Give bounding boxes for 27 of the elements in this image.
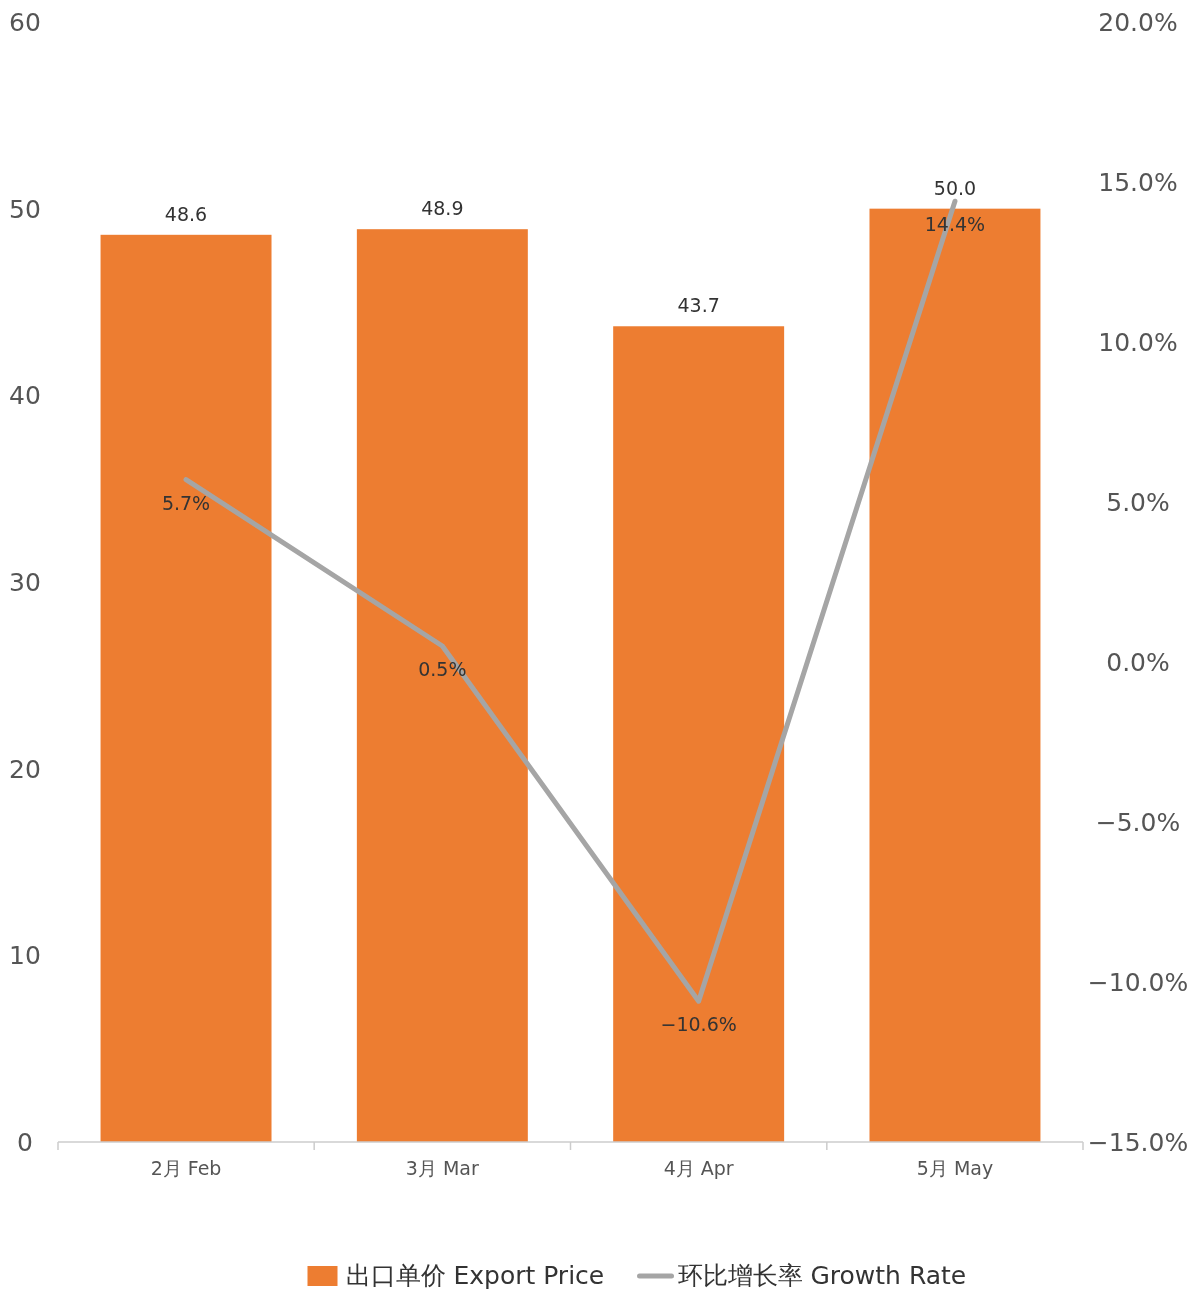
legend-label: 出口单价 Export Price	[345, 1261, 605, 1290]
y2-tick-label: −15.0%	[1087, 1128, 1189, 1157]
data-label: 50.0	[933, 176, 977, 199]
data-label: 48.6	[164, 202, 208, 225]
y2-tick-label: 5.0%	[1106, 488, 1170, 517]
x-tick-label: 4月 Apr	[663, 1157, 734, 1179]
data-label: 48.9	[421, 197, 464, 220]
y2-tick-label: −5.0%	[1095, 808, 1181, 837]
x-tick-label: 3月 Mar	[405, 1157, 480, 1179]
x-tick-label: 5月 May	[916, 1157, 994, 1179]
y-tick-label: 0	[17, 1128, 33, 1157]
y2-tick-label: 0.0%	[1106, 648, 1170, 677]
y-tick-label: 20	[9, 754, 41, 784]
y2-tick-label: −10.0%	[1087, 968, 1189, 997]
y-tick-label: 10	[9, 941, 41, 971]
legend-label: 环比增长率 Growth Rate	[677, 1261, 967, 1290]
data-label: −10.6%	[660, 1013, 737, 1036]
y2-tick-label: 10.0%	[1098, 328, 1178, 357]
y2-tick-label: 20.0%	[1098, 8, 1178, 37]
data-label: 5.7%	[161, 491, 211, 514]
y-tick-label: 40	[9, 381, 41, 411]
data-label: 43.7	[677, 294, 720, 317]
y-tick-label: 50	[9, 194, 41, 224]
y-tick-label: 60	[9, 8, 41, 37]
x-tick-label: 2月 Feb	[150, 1157, 222, 1179]
y-tick-label: 30	[9, 568, 41, 597]
y2-tick-label: 15.0%	[1098, 168, 1178, 197]
